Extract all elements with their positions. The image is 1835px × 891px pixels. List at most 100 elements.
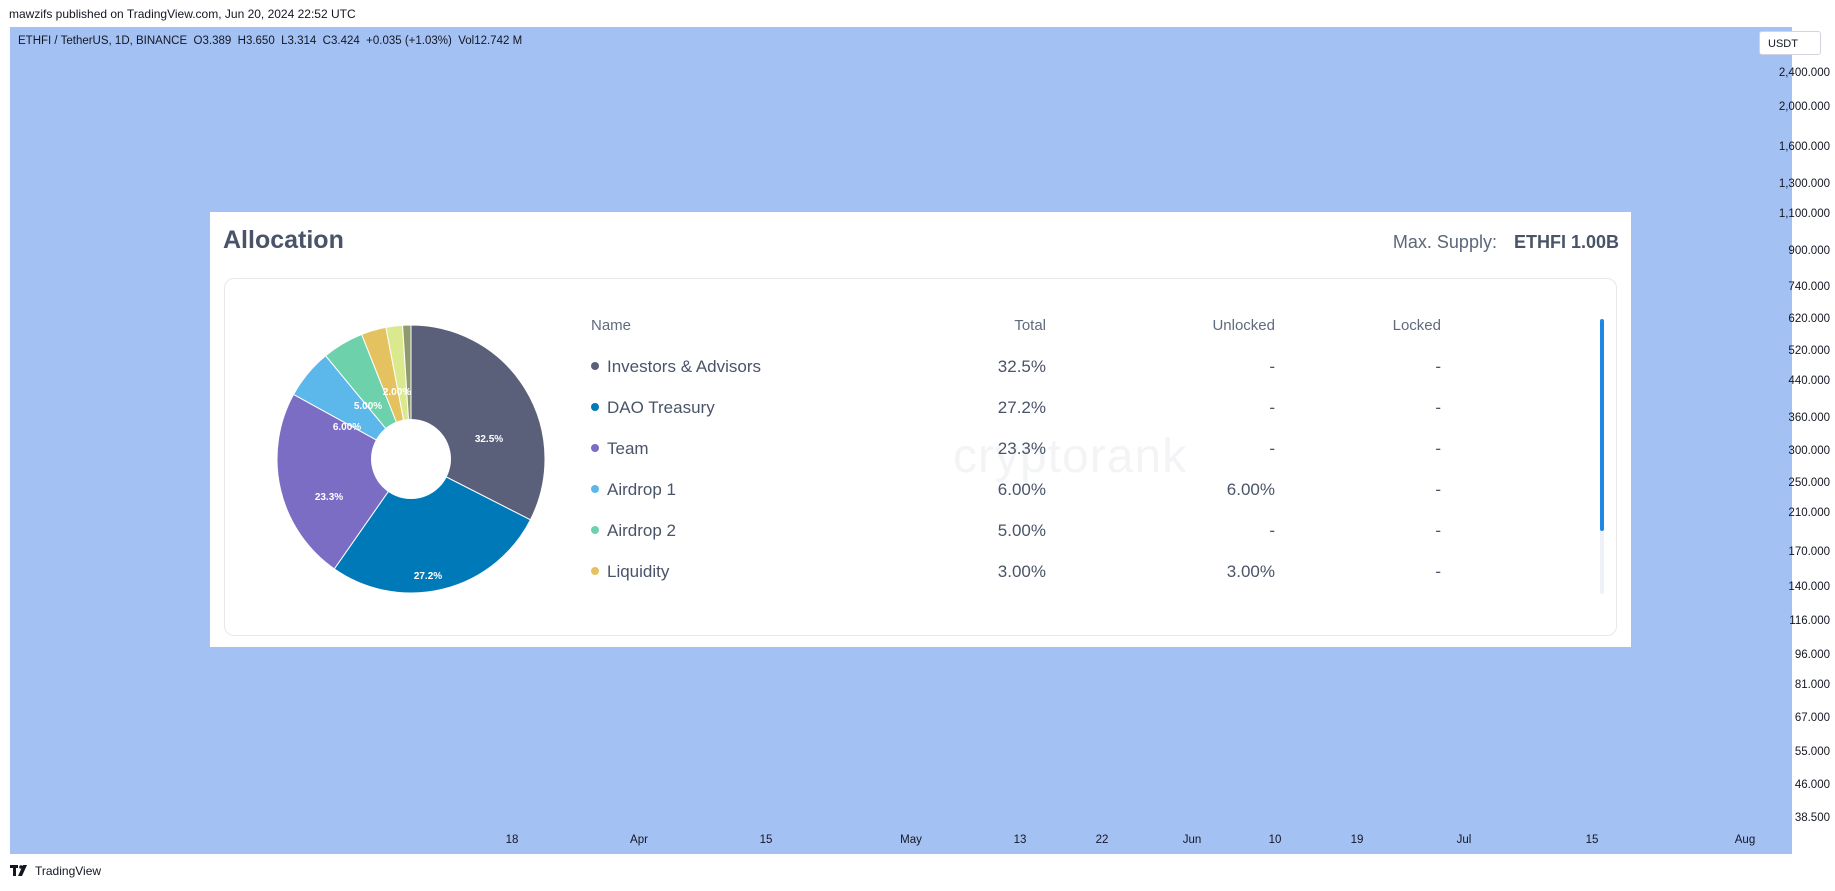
price-axis-label: 210.000 <box>1788 507 1830 519</box>
time-axis-label: 19 <box>1350 834 1364 846</box>
table-row[interactable]: Airdrop 2 5.00% - - <box>591 521 1441 562</box>
row-name-cell: Airdrop 1 <box>591 480 676 500</box>
row-locked: - <box>1435 439 1441 458</box>
legend-dot-icon <box>591 444 599 452</box>
time-axis-label: Jul <box>1456 834 1472 846</box>
price-axis-label: 360.000 <box>1788 412 1830 424</box>
price-axis-label: 740.000 <box>1788 281 1830 293</box>
table-row[interactable]: DAO Treasury 27.2% - - <box>591 398 1441 439</box>
price-axis-label: 300.000 <box>1788 445 1830 457</box>
row-unlocked: 6.00% <box>1226 480 1275 499</box>
price-axis[interactable]: 2,400.000 2,000.000 1,600.000 1,300.000 … <box>1750 60 1830 840</box>
legend-dot-icon <box>591 526 599 534</box>
price-axis-label: 1,100.000 <box>1778 208 1830 220</box>
row-total: 5.00% <box>997 521 1046 540</box>
legend-dot-icon <box>591 567 599 575</box>
symbol-info-line: ETHFI / TetherUS, 1D, BINANCE O3.389 H3.… <box>18 35 523 47</box>
time-axis-label: 15 <box>759 834 773 846</box>
header-total[interactable]: Total <box>1014 317 1046 334</box>
row-name-cell: Team <box>591 439 649 459</box>
time-axis-label: 13 <box>1013 834 1027 846</box>
legend-dot-icon <box>591 403 599 411</box>
pie-label: 32.5% <box>475 434 503 445</box>
tradingview-logo-icon <box>10 865 27 876</box>
price-axis-label: 170.000 <box>1788 546 1830 558</box>
max-supply-label: Max. Supply: <box>1392 232 1497 252</box>
max-supply-value: ETHFI 1.00B <box>1513 232 1619 252</box>
price-axis-label: 1,300.000 <box>1778 178 1830 190</box>
table-row[interactable]: Investors & Advisors 32.5% - - <box>591 357 1441 398</box>
row-total: 27.2% <box>997 398 1046 417</box>
time-axis-label: 10 <box>1268 834 1282 846</box>
row-unlocked: - <box>1269 357 1275 376</box>
scrollbar-thumb[interactable] <box>1600 319 1604 531</box>
row-locked: - <box>1435 480 1441 499</box>
row-locked: - <box>1435 521 1441 540</box>
pie-label: 23.3% <box>315 492 343 503</box>
price-axis-label: 38.500 <box>1794 812 1830 824</box>
card-title: Allocation <box>223 226 344 254</box>
row-total: 23.3% <box>997 439 1046 458</box>
row-total: 32.5% <box>997 357 1046 376</box>
pie-slice[interactable] <box>276 393 412 570</box>
header-locked[interactable]: Locked <box>1392 317 1441 334</box>
max-supply: Max. Supply: ETHFI 1.00B <box>1393 232 1619 253</box>
table-row[interactable]: Liquidity 3.00% 3.00% - <box>591 562 1441 603</box>
legend-dot-icon <box>591 362 599 370</box>
row-unlocked: - <box>1269 439 1275 458</box>
price-axis-label: 250.000 <box>1788 477 1830 489</box>
publish-line: mawzifs published on TradingView.com, Ju… <box>9 7 356 21</box>
price-axis-label: 116.000 <box>1789 615 1830 627</box>
row-locked: - <box>1435 562 1441 581</box>
row-locked: - <box>1435 398 1441 417</box>
price-axis-label: 2,000.000 <box>1778 101 1830 113</box>
pie-label: 5.00% <box>354 401 382 412</box>
price-axis-label: 2,400.000 <box>1778 67 1830 79</box>
time-axis-label: May <box>900 834 922 846</box>
header-name[interactable]: Name <box>591 317 632 334</box>
watermark-text: cryptorank <box>953 430 1188 483</box>
time-axis-label: Aug <box>1734 834 1756 846</box>
pie-slice[interactable] <box>333 458 532 594</box>
time-axis-label: Jun <box>1182 834 1202 846</box>
currency-button[interactable]: USDT <box>1759 31 1821 55</box>
table-row[interactable]: Airdrop 1 6.00% 6.00% - <box>591 480 1441 521</box>
allocation-card: Allocation Max. Supply: ETHFI 1.00B cryp… <box>210 212 1631 647</box>
row-unlocked: - <box>1269 521 1275 540</box>
row-name-cell: Airdrop 2 <box>591 521 676 541</box>
price-axis-label: 55.000 <box>1794 746 1830 758</box>
pie-label: 6.00% <box>333 422 361 433</box>
price-axis-label: 620.000 <box>1788 313 1830 325</box>
price-axis-label: 96.000 <box>1794 649 1830 661</box>
row-locked: - <box>1435 357 1441 376</box>
table-scrollbar[interactable] <box>1600 319 1604 594</box>
price-axis-label: 520.000 <box>1788 345 1830 357</box>
row-total: 6.00% <box>997 480 1046 499</box>
allocation-panel: cryptorank 32.5% 27.2% 23.3% 6.00% 5.00%… <box>224 278 1617 636</box>
legend-dot-icon <box>591 485 599 493</box>
price-axis-label: 1,600.000 <box>1778 141 1830 153</box>
row-name-cell: Liquidity <box>591 562 669 582</box>
table-header: Name Total Unlocked Locked <box>591 317 1441 357</box>
time-axis-label: 22 <box>1095 834 1109 846</box>
row-total: 3.00% <box>997 562 1046 581</box>
price-axis-label: 81.000 <box>1794 679 1830 691</box>
pie-label: 2.00% <box>383 387 411 398</box>
row-name-cell: Investors & Advisors <box>591 357 761 377</box>
footer-label: TradingView <box>35 864 102 878</box>
header-unlocked[interactable]: Unlocked <box>1212 317 1275 334</box>
row-name-cell: DAO Treasury <box>591 398 715 418</box>
tradingview-footer[interactable]: TradingView <box>10 864 101 878</box>
price-axis-label: 900.000 <box>1788 245 1830 257</box>
row-unlocked: - <box>1269 398 1275 417</box>
table-row[interactable]: Team 23.3% - - <box>591 439 1441 480</box>
price-axis-label: 46.000 <box>1794 779 1830 791</box>
row-unlocked: 3.00% <box>1226 562 1275 581</box>
time-axis-label: 18 <box>505 834 519 846</box>
price-axis-label: 140.000 <box>1788 581 1830 593</box>
price-axis-label: 67.000 <box>1794 712 1830 724</box>
allocation-pie-chart: 32.5% 27.2% 23.3% 6.00% 5.00% 2.00% <box>276 324 546 594</box>
pie-center-hole <box>371 419 451 499</box>
time-axis-label: Apr <box>630 834 648 846</box>
pie-label: 27.2% <box>414 571 442 582</box>
